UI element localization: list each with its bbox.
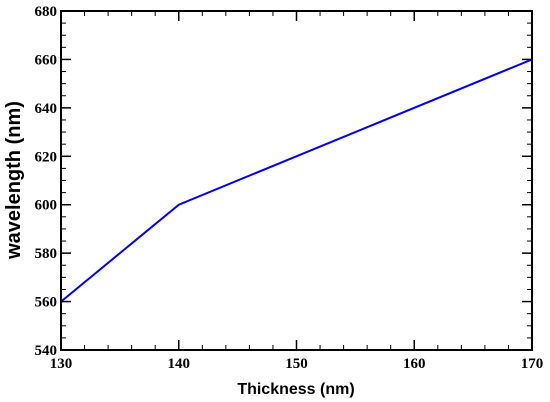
x-tick-label: 150 [285, 356, 308, 372]
y-tick-label: 540 [35, 343, 58, 359]
plot-frame [60, 10, 533, 351]
y-tick-label: 580 [35, 246, 58, 262]
x-tick-labels: 130 140 150 160 170 [50, 356, 544, 372]
x-tick-label: 160 [403, 356, 426, 372]
y-tick-label: 620 [35, 149, 58, 165]
x-tick-label: 170 [521, 356, 544, 372]
major-ticks [60, 10, 533, 351]
y-tick-label: 560 [35, 295, 58, 311]
plot-lines [60, 58, 533, 303]
series-line [60, 58, 533, 303]
y-tick-label: 660 [35, 52, 58, 68]
y-tick-label: 600 [35, 198, 58, 214]
y-tick-label: 640 [35, 101, 58, 117]
y-tick-label: 680 [35, 4, 58, 20]
x-axis-title: Thickness (nm) [237, 381, 354, 398]
x-tick-label: 130 [50, 356, 73, 372]
y-tick-labels: 540 560 580 600 620 640 660 680 [35, 4, 58, 359]
x-tick-label: 140 [168, 356, 191, 372]
y-axis-title: wavelength (nm) [3, 101, 25, 260]
minor-ticks [61, 11, 532, 350]
